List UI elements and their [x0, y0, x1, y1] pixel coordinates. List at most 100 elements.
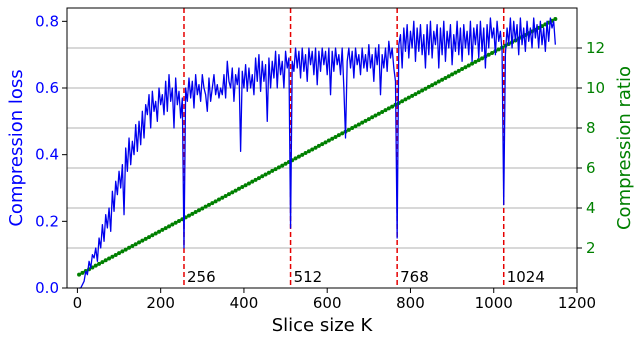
ratio-point — [326, 138, 331, 143]
ratio-point — [133, 242, 138, 247]
ratio-point — [380, 109, 385, 114]
ratio-point — [426, 84, 431, 89]
ratio-point — [410, 93, 415, 98]
ratio-point — [270, 168, 275, 173]
ratio-point — [233, 188, 238, 193]
ratio-point — [293, 156, 298, 161]
ratio-point — [240, 185, 245, 190]
ratio-point — [453, 70, 458, 75]
ratio-point — [346, 127, 351, 132]
ratio-point — [446, 74, 451, 79]
ratio-point — [340, 131, 345, 136]
ratio-point — [456, 68, 461, 73]
ratio-point — [103, 258, 108, 263]
ratio-point — [386, 106, 391, 111]
ratio-point — [296, 154, 301, 159]
ratio-point — [490, 50, 495, 55]
ratio-point — [157, 229, 162, 234]
ratio-point — [336, 133, 341, 138]
ratio-point — [413, 92, 418, 97]
ratio-point — [320, 142, 325, 147]
x-axis-label: Slice size K — [272, 315, 374, 336]
ratio-point — [470, 61, 475, 66]
ratio-point — [246, 181, 251, 186]
ratio-point — [283, 161, 288, 166]
ratio-point — [107, 256, 112, 261]
ratio-point — [193, 210, 198, 215]
slice-boundary-lines: 256 512 768 1024 — [183, 8, 545, 288]
ratio-point — [433, 81, 438, 86]
ratio-point — [190, 211, 195, 216]
ratio-point — [363, 118, 368, 123]
left-axis-label: Compression loss — [6, 69, 27, 226]
ratio-point — [443, 75, 448, 80]
right-tick-label: 8 — [586, 119, 596, 137]
ratio-point — [250, 179, 255, 184]
ratio-point — [423, 86, 428, 91]
ratio-point — [173, 220, 178, 225]
ratio-point — [370, 115, 375, 120]
ratio-point — [117, 251, 122, 256]
x-tick-label: 1200 — [558, 294, 596, 312]
ratio-point — [266, 170, 271, 175]
ratio-point — [356, 122, 361, 127]
right-axis-ticks: 2 4 6 8 10 12 — [577, 39, 605, 257]
ratio-point — [450, 72, 455, 77]
ratio-point — [496, 47, 501, 52]
ratio-point — [113, 252, 118, 257]
ratio-point — [230, 190, 235, 195]
ratio-point — [97, 261, 102, 266]
ratio-point — [350, 126, 355, 131]
ratio-point — [123, 247, 128, 252]
ratio-point — [313, 145, 318, 150]
ratio-point — [150, 233, 155, 238]
ratio-point — [213, 199, 218, 204]
ratio-point — [460, 67, 465, 72]
ratio-point — [406, 95, 411, 100]
ratio-point — [333, 134, 338, 139]
x-tick-label: 600 — [313, 294, 342, 312]
ratio-point — [430, 83, 435, 88]
ratio-point — [93, 263, 98, 268]
ratio-point — [203, 204, 208, 209]
ratio-point — [216, 197, 221, 202]
ratio-point — [130, 244, 135, 249]
ratio-point — [330, 136, 335, 141]
ratio-point — [243, 183, 248, 188]
ratio-point — [160, 227, 165, 232]
ratio-point — [220, 195, 225, 200]
ratio-point — [390, 104, 395, 109]
ratio-point — [466, 63, 471, 68]
x-axis-ticks: 0 200 400 600 800 1000 1200 — [73, 288, 596, 312]
left-tick-label: 0.4 — [35, 146, 59, 164]
ratio-point — [80, 270, 85, 275]
plot-frame — [66, 7, 578, 289]
ratio-point — [416, 90, 421, 95]
right-tick-label: 4 — [586, 199, 596, 217]
ratio-point — [127, 245, 132, 250]
ratio-point — [300, 152, 305, 157]
ratio-point — [486, 52, 491, 57]
x-tick-label: 0 — [73, 294, 83, 312]
ratio-series — [77, 17, 558, 277]
slice-boundary-label: 512 — [294, 268, 323, 286]
ratio-point — [383, 108, 388, 113]
right-tick-label: 2 — [586, 239, 596, 257]
slice-boundary-label: 256 — [187, 268, 216, 286]
left-tick-label: 0.0 — [35, 279, 59, 297]
slice-boundary-label: 768 — [400, 268, 429, 286]
right-axis-label: Compression ratio — [614, 66, 635, 230]
ratio-point — [143, 236, 148, 241]
ratio-point — [280, 163, 285, 168]
ratio-point — [420, 88, 425, 93]
ratio-point — [153, 231, 158, 236]
ratio-point — [226, 192, 231, 197]
ratio-point — [276, 165, 281, 170]
ratio-point — [147, 235, 152, 240]
ratio-point — [137, 240, 142, 245]
x-tick-label: 800 — [396, 294, 425, 312]
ratio-point — [256, 176, 261, 181]
left-tick-label: 0.8 — [35, 12, 59, 30]
ratio-point — [223, 193, 228, 198]
